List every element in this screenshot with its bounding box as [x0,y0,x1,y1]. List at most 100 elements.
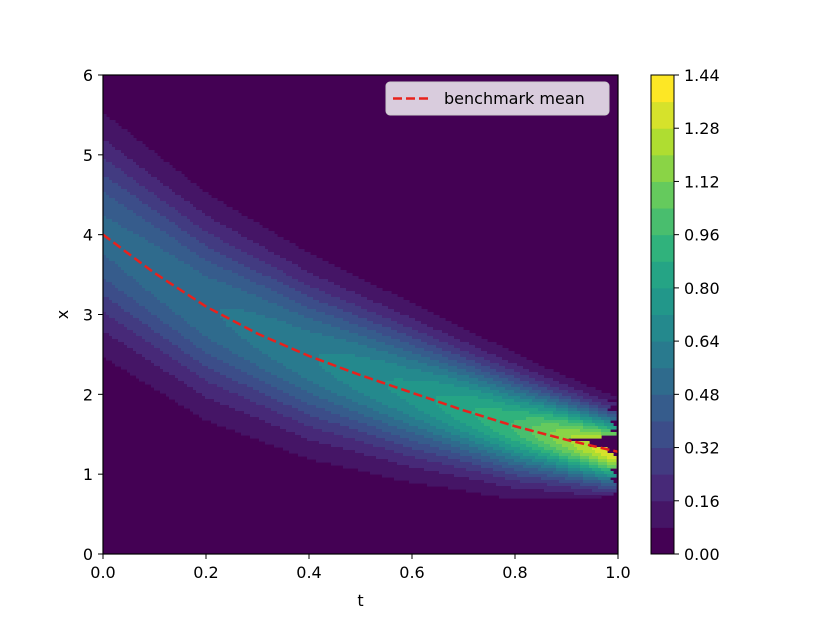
contour-cell [223,240,254,244]
contour-cell [199,255,227,259]
contour-cell [589,459,599,463]
contour-cell [502,381,515,385]
contour-cell [289,450,356,454]
contour-cell [367,432,392,436]
colorbar-band [651,234,674,262]
contour-cell [154,243,182,247]
contour-cell [556,462,569,466]
contour-cell [169,354,191,358]
contour-cell [520,405,545,409]
contour-cell [175,399,215,403]
contour-cell [217,423,272,427]
contour-cell [532,399,548,403]
contour-cell [103,165,116,169]
contour-cell [289,393,314,397]
contour-cell [271,357,320,361]
contour-cell [442,354,461,358]
contour-cell [517,432,533,436]
contour-cell [313,393,338,397]
contour-cell [556,468,569,472]
contour-cell [319,441,365,445]
contour-cell [388,387,470,391]
contour-cell [172,357,194,361]
contour-cell [484,423,512,427]
contour-cell [319,396,347,400]
contour-cell [307,270,347,274]
contour-cell [142,321,164,325]
contour-cell [151,342,173,346]
contour-cell [232,228,269,232]
contour-cell [262,273,287,277]
contour-cell [511,426,533,430]
contour-cell [610,417,617,421]
contour-cell [124,291,152,295]
contour-cell [490,366,506,370]
contour-cell [292,369,326,373]
contour-cell [340,423,368,427]
contour-cell [484,480,521,484]
contour-cell [376,339,401,343]
contour-cell [607,462,617,466]
colorbar-ticks: 0.00 0.16 0.32 0.48 0.64 0.80 0.96 1.12 1.28 1.44 [674,66,720,564]
contour-cell [607,426,617,430]
contour-cell [145,237,176,241]
contour-cell [106,312,131,316]
legend: benchmark mean [385,81,610,116]
contour-cell [193,204,227,208]
contour-cell [124,270,200,274]
contour-cell [454,336,482,340]
contour-cell [304,282,335,286]
contour-cell [580,465,590,469]
contour-cell [325,369,422,373]
contour-cell [286,321,323,325]
contour-cell [292,276,320,280]
contour-cell [340,327,368,331]
contour-cell [220,309,245,313]
contour-cell [157,177,188,181]
contour-cell [391,432,416,436]
contour-cell [436,417,455,421]
contour-cell [478,378,494,382]
contour-cell [460,348,482,352]
contour-cell [580,414,590,418]
contour-cell [496,483,548,487]
contour-cell [154,225,179,229]
contour-cell [103,168,122,172]
contour-cell [589,411,599,415]
contour-cell [103,204,125,208]
contour-cell [520,378,536,382]
contour-cell [112,336,143,340]
contour-cell [163,321,188,325]
contour-cell [397,408,419,412]
contour-cell [169,372,197,376]
contour-cell [505,402,530,406]
contour-cell [226,225,263,229]
contour-cell [370,357,407,361]
contour-cell [103,333,110,337]
contour-cell [190,201,224,205]
colorbar-tick-label: 0.48 [684,385,720,404]
contour-cell [187,216,212,220]
contour-cell [217,357,245,361]
contour-cell [589,393,611,397]
contour-cell [409,414,431,418]
contour-cell [325,387,353,391]
contour-cell [166,231,188,235]
contour-cell [145,357,173,361]
contour-cell [511,423,542,427]
contour-cell [475,414,554,418]
contour-cell [214,369,242,373]
contour-cell [544,489,593,493]
contour-cell [376,426,398,430]
contour-cell [109,141,143,145]
contour-cell [277,303,302,307]
contour-cell [220,252,248,256]
contour-cell [535,435,551,439]
contour-cell [346,300,374,304]
contour-cell [226,324,293,328]
contour-cell [175,222,194,226]
contour-cell [346,288,383,292]
contour-cell [577,408,590,412]
contour-cell [499,444,512,448]
contour-cell [547,483,581,487]
